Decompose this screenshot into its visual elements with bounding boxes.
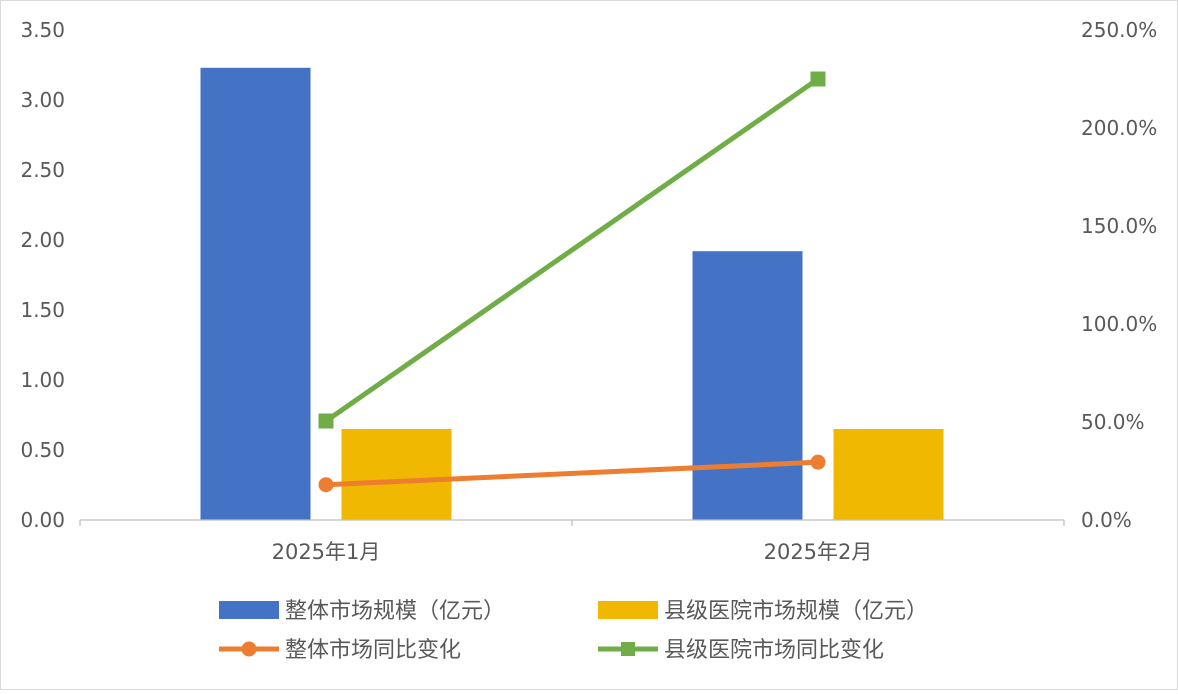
marker-s3-c1 (810, 71, 826, 87)
legend-swatch-0 (219, 601, 279, 619)
bar-s0-c1 (692, 251, 803, 520)
bars-layer (200, 67, 944, 521)
bar-s1-c1 (833, 429, 944, 520)
left-axis-ticks: 0.00 0.50 1.00 1.50 2.00 2.50 3.00 3.50 (20, 18, 65, 532)
line-series-3 (324, 76, 820, 424)
bar-s1-c0 (341, 429, 452, 520)
bar-s0-c0 (200, 67, 311, 521)
legend-marker-2 (241, 641, 257, 657)
legend-label-3: 县级医院市场同比变化 (664, 638, 884, 663)
lines-layer (318, 71, 826, 493)
x-tick-label-1: 2025年2月 (764, 540, 873, 564)
right-axis-ticks: 0.0% 50.0% 100.0% 150.0% 200.0% 250.0% (1081, 18, 1157, 532)
x-tick-label-0: 2025年1月 (272, 540, 381, 564)
left-tick-label-1: 0.50 (20, 438, 65, 462)
category-axis-ticks: 2025年1月 2025年2月 (79, 520, 1065, 564)
left-tick-label-6: 3.00 (20, 88, 65, 112)
left-tick-label-5: 2.50 (20, 158, 65, 182)
marker-s2-c0 (318, 477, 334, 493)
legend-label-0: 整体市场规模（亿元） (285, 599, 505, 624)
right-tick-label-5: 250.0% (1081, 18, 1157, 42)
legend-marker-3 (621, 642, 635, 656)
right-tick-label-1: 50.0% (1081, 410, 1145, 434)
right-tick-label-3: 150.0% (1081, 214, 1157, 238)
legend-label-2: 整体市场同比变化 (285, 638, 461, 663)
right-tick-label-0: 0.0% (1081, 508, 1132, 532)
marker-s3-c0 (318, 413, 334, 429)
right-tick-label-2: 100.0% (1081, 312, 1157, 336)
right-tick-label-4: 200.0% (1081, 116, 1157, 140)
left-tick-label-0: 0.00 (20, 508, 65, 532)
marker-s2-c1 (810, 454, 826, 470)
legend: 整体市场规模（亿元） 县级医院市场规模（亿元） 整体市场同比变化 县级医院市场同比变化 (219, 599, 928, 663)
legend-label-1: 县级医院市场规模（亿元） (664, 599, 928, 624)
left-tick-label-4: 2.00 (20, 228, 65, 252)
left-tick-label-3: 1.50 (20, 298, 65, 322)
left-tick-label-7: 3.50 (20, 18, 65, 42)
line-series-2 (325, 459, 819, 488)
left-tick-label-2: 1.00 (20, 368, 65, 392)
legend-swatch-1 (598, 601, 658, 619)
